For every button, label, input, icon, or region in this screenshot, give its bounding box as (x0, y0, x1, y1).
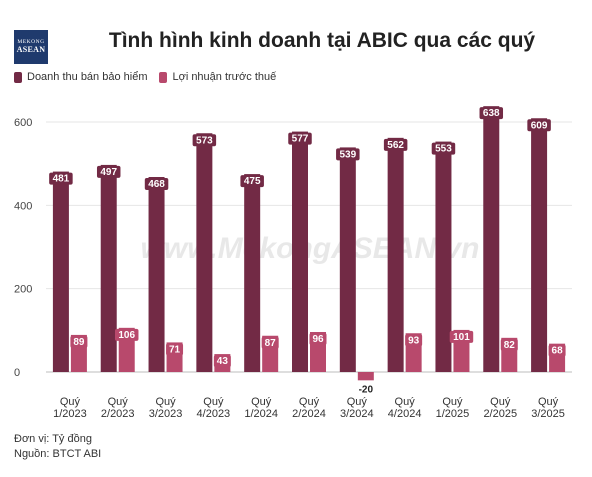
revenue-data-label: 553 (435, 144, 452, 155)
data-label-bg (49, 172, 73, 185)
x-tick-label: 3/2024 (340, 408, 374, 420)
x-tick-label: 4/2024 (388, 408, 422, 420)
profit-data-label: 82 (504, 340, 516, 351)
x-tick-label: Quý (203, 396, 224, 408)
profit-data-label: 43 (217, 356, 229, 367)
profit-data-label: 71 (169, 344, 181, 355)
x-tick-label: Quý (251, 396, 272, 408)
profit-bar (357, 372, 374, 381)
data-label-bg (500, 338, 518, 351)
x-tick-label: Quý (538, 396, 559, 408)
legend-swatch-revenue (14, 71, 22, 83)
revenue-data-label: 609 (531, 120, 548, 131)
x-tick-label: Quý (347, 396, 368, 408)
source-note: Nguồn: BTCT ABI (14, 448, 102, 460)
data-label-bg (166, 343, 184, 356)
data-label-bg (527, 119, 551, 132)
revenue-bar (148, 177, 165, 372)
legend-label-revenue: Doanh thu bán bảo hiểm (27, 71, 148, 83)
revenue-bar (52, 171, 69, 372)
x-tick-label: Quý (60, 396, 81, 408)
revenue-bar (339, 147, 356, 372)
chart-legend: Doanh thu bán bảo hiểm Lợi nhuận trước t… (14, 71, 276, 83)
revenue-bar (483, 106, 500, 373)
x-tick-label: Quý (490, 396, 511, 408)
brand-logo: MEKONG ASEAN (14, 30, 48, 64)
profit-data-label: -20 (359, 384, 374, 395)
data-label-bg (336, 148, 360, 161)
profit-data-label: 89 (73, 337, 85, 348)
chart-footer: Đơn vị: Tỷ đồng Nguồn: BTCT ABI (14, 432, 101, 462)
y-tick-label: 200 (14, 284, 32, 296)
x-tick-label: 2/2025 (483, 408, 517, 420)
data-label-bg (548, 344, 566, 357)
revenue-bar (196, 133, 213, 372)
revenue-bar (531, 118, 548, 372)
profit-data-label: 68 (552, 346, 564, 357)
x-tick-label: Quý (395, 396, 416, 408)
data-label-bg (144, 178, 169, 190)
profit-data-label: 93 (408, 335, 420, 346)
x-tick-label: 2/2023 (101, 408, 135, 420)
x-tick-label: 1/2023 (53, 408, 87, 420)
data-label-bg (383, 138, 408, 151)
data-label-bg (479, 107, 504, 120)
data-label-bg (309, 333, 327, 345)
revenue-bar (292, 131, 308, 372)
revenue-data-label: 497 (100, 167, 117, 178)
logo-line-2: ASEAN (16, 45, 46, 55)
data-label-bg (96, 165, 121, 178)
revenue-data-label: 539 (339, 149, 356, 160)
profit-data-label: 106 (118, 330, 135, 341)
revenue-data-label: 562 (387, 140, 404, 151)
legend-item-profit: Lợi nhuận trước thuế (159, 71, 276, 83)
x-tick-label: 2/2024 (292, 408, 326, 420)
x-tick-label: Quý (155, 396, 176, 408)
revenue-data-label: 638 (483, 108, 500, 119)
data-label-bg (261, 336, 279, 349)
revenue-data-label: 468 (148, 179, 165, 190)
profit-data-label: 96 (312, 334, 324, 345)
revenue-data-label: 573 (196, 135, 213, 146)
watermark-text: www.MekongASEAN.vn (141, 232, 480, 265)
revenue-bar (100, 164, 117, 372)
data-label-bg (240, 175, 264, 188)
revenue-data-label: 481 (53, 174, 70, 185)
profit-data-label: 101 (453, 332, 470, 343)
data-label-bg (288, 132, 312, 145)
y-tick-label: 0 (14, 367, 20, 379)
x-tick-label: Quý (442, 396, 463, 408)
x-tick-label: 3/2025 (531, 408, 565, 420)
data-label-bg (449, 330, 474, 343)
data-label-bg (213, 355, 231, 368)
revenue-bar (435, 141, 452, 372)
y-tick-label: 600 (14, 117, 32, 129)
x-tick-label: 4/2023 (197, 408, 231, 420)
data-label-bg (70, 335, 88, 348)
data-label-bg (114, 328, 139, 341)
revenue-data-label: 577 (292, 134, 309, 145)
profit-data-label: 87 (265, 338, 277, 349)
data-label-bg (431, 142, 456, 155)
data-label-bg (405, 334, 423, 347)
logo-line-1: MEKONG (17, 38, 45, 45)
x-tick-label: 3/2023 (149, 408, 183, 420)
x-tick-label: 1/2025 (436, 408, 470, 420)
x-tick-label: Quý (299, 396, 320, 408)
x-tick-label: Quý (108, 396, 129, 408)
legend-item-revenue: Doanh thu bán bảo hiểm (14, 71, 147, 83)
revenue-bar (387, 137, 404, 372)
data-label-bg (192, 134, 217, 147)
unit-note: Đơn vị: Tỷ đồng (14, 433, 92, 445)
revenue-data-label: 475 (244, 176, 261, 187)
legend-label-profit: Lợi nhuận trước thuế (172, 71, 277, 83)
revenue-bar (244, 174, 261, 372)
y-tick-label: 400 (14, 200, 32, 212)
chart-title: Tình hình kinh doanh tại ABIC qua các qu… (108, 29, 536, 52)
legend-swatch-profit (159, 71, 168, 83)
x-tick-label: 1/2024 (244, 408, 278, 420)
